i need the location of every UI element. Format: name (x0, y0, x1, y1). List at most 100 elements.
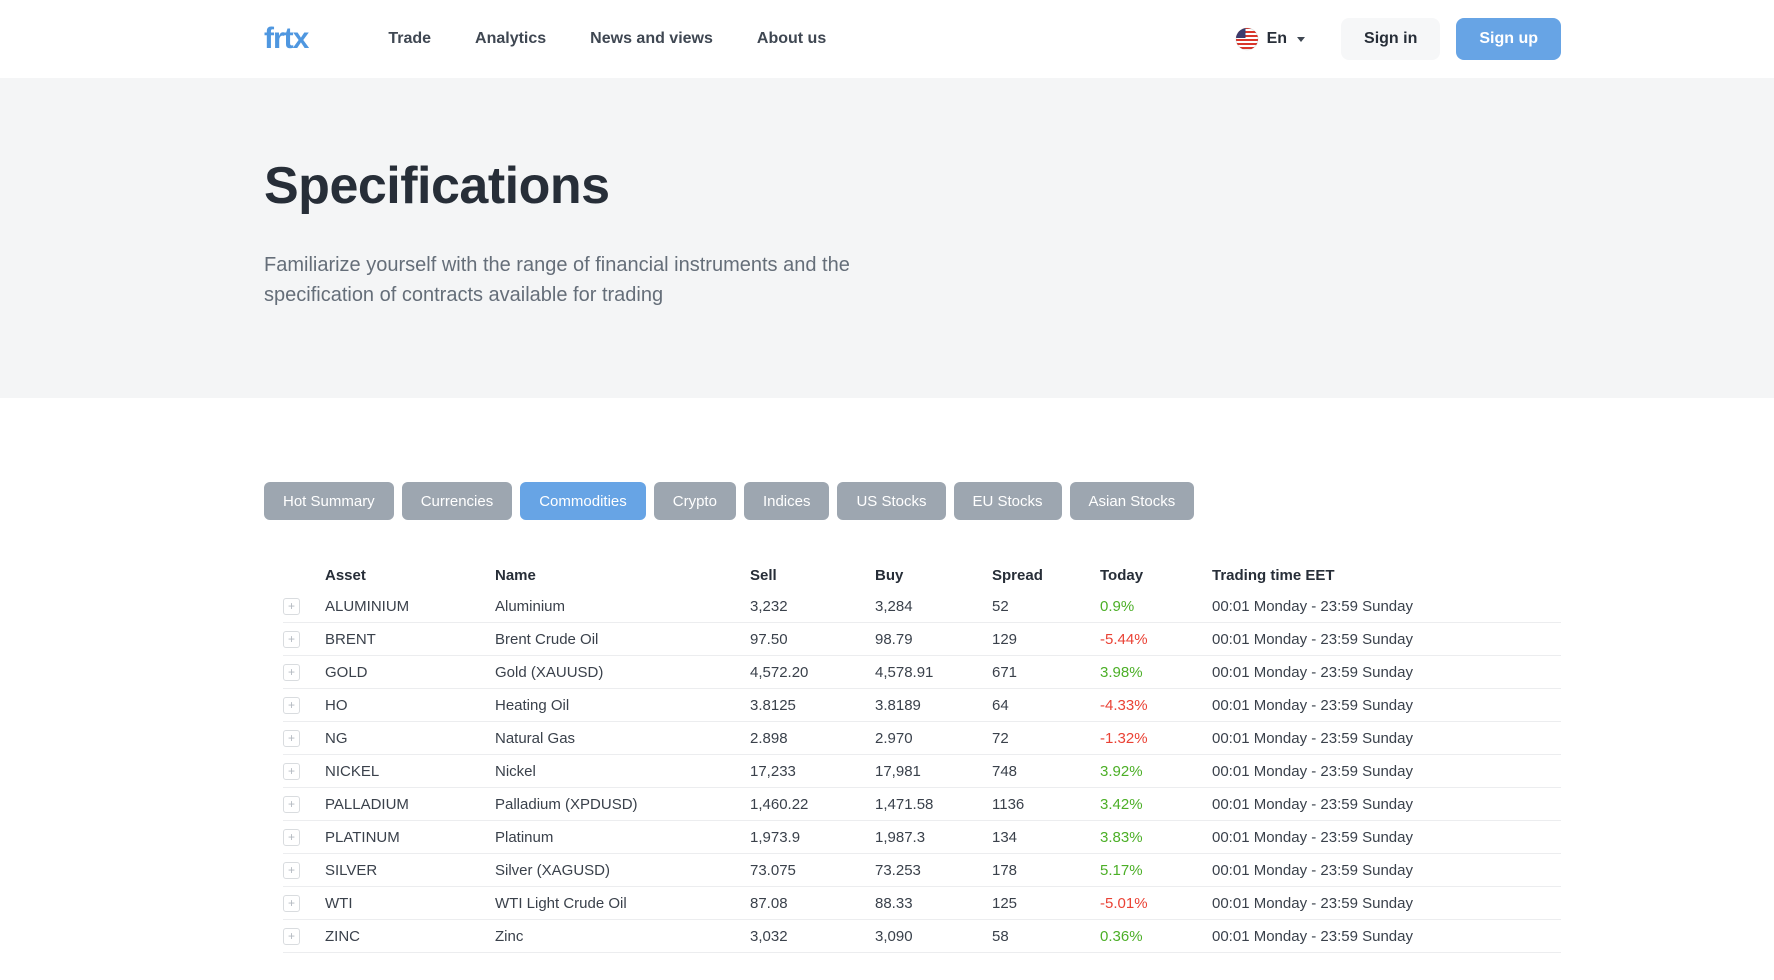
nav-item-analytics[interactable]: Analytics (475, 30, 547, 47)
sell-value: 17,233 (750, 762, 796, 780)
today-value: 3.83% (1100, 828, 1143, 846)
column-header-spread: Spread (992, 566, 1043, 584)
asset-name: Gold (XAUUSD) (495, 663, 604, 681)
expand-row-button[interactable]: + (283, 630, 300, 648)
asset-symbol: ZINC (325, 927, 360, 945)
spread-value: 52 (992, 597, 1009, 615)
expand-row-button[interactable]: + (283, 795, 300, 813)
trading-time: 00:01 Monday - 23:59 Sunday (1212, 861, 1413, 879)
asset-symbol: NICKEL (325, 762, 380, 780)
tab-hot-summary[interactable]: Hot Summary (264, 482, 394, 520)
asset-symbol: PLATINUM (325, 828, 400, 846)
spread-value: 125 (992, 894, 1018, 912)
sell-value: 87.08 (750, 894, 788, 912)
buy-value: 3,090 (875, 927, 913, 945)
plus-icon: + (287, 830, 295, 844)
column-header-name: Name (495, 566, 536, 584)
column-header-today: Today (1100, 566, 1144, 584)
column-header-asset: Asset (325, 566, 366, 584)
expand-row-button[interactable]: + (283, 729, 300, 747)
asset-name: Platinum (495, 828, 554, 846)
tab-us-stocks[interactable]: US Stocks (837, 482, 946, 520)
tab-crypto[interactable]: Crypto (653, 482, 736, 520)
brand-logo[interactable]: frtx (264, 22, 309, 55)
table-row: + NG Natural Gas 2.898 2.970 72 -1.32% 0… (283, 722, 1561, 755)
trading-time: 00:01 Monday - 23:59 Sunday (1212, 729, 1413, 747)
spread-value: 64 (992, 696, 1009, 714)
asset-name: Brent Crude Oil (495, 630, 599, 648)
spread-value: 1136 (992, 795, 1025, 813)
plus-icon: + (287, 764, 295, 778)
buy-value: 88.33 (875, 894, 913, 912)
us-flag-icon (1235, 27, 1259, 51)
expand-row-button[interactable]: + (283, 696, 300, 714)
expand-row-button[interactable]: + (283, 828, 300, 846)
nav-item-about-us[interactable]: About us (756, 30, 827, 47)
tab-asian-stocks[interactable]: Asian Stocks (1069, 482, 1195, 520)
asset-name: Natural Gas (495, 729, 576, 747)
today-value: 3.42% (1100, 795, 1143, 813)
table-row: + ZINC Zinc 3,032 3,090 58 0.36% 00:01 M… (283, 920, 1561, 953)
table-row: + HO Heating Oil 3.8125 3.8189 64 -4.33%… (283, 689, 1561, 722)
buy-value: 1,471.58 (875, 795, 934, 813)
trading-time: 00:01 Monday - 23:59 Sunday (1212, 828, 1413, 846)
table-row: + GOLD Gold (XAUUSD) 4,572.20 4,578.91 6… (283, 656, 1561, 689)
spread-value: 178 (992, 861, 1018, 879)
asset-symbol: NG (325, 729, 348, 747)
expand-row-button[interactable]: + (283, 762, 300, 780)
asset-symbol: PALLADIUM (325, 795, 409, 813)
expand-row-button[interactable]: + (283, 894, 300, 912)
asset-symbol: HO (325, 696, 348, 714)
tab-currencies[interactable]: Currencies (401, 482, 513, 520)
table-row: + PLATINUM Platinum 1,973.9 1,987.3 134 … (283, 821, 1561, 854)
top-header: frtx Trade Analytics News and views Abou… (0, 0, 1774, 78)
asset-name: Palladium (XPDUSD) (495, 795, 638, 813)
spread-value: 58 (992, 927, 1009, 945)
chevron-down-icon (1297, 36, 1306, 42)
tab-commodities[interactable]: Commodities (520, 482, 646, 520)
asset-name: Heating Oil (495, 696, 570, 714)
today-value: -1.32% (1100, 729, 1148, 747)
today-value: 0.36% (1100, 927, 1143, 945)
asset-symbol: ALUMINIUM (325, 597, 410, 615)
sign-in-button[interactable]: Sign in (1341, 18, 1441, 60)
expand-row-button[interactable]: + (283, 861, 300, 879)
sell-value: 73.075 (750, 861, 796, 879)
spread-value: 134 (992, 828, 1018, 846)
expand-row-button[interactable]: + (283, 597, 300, 615)
asset-symbol: SILVER (325, 861, 378, 879)
sell-value: 3.8125 (750, 696, 796, 714)
nav-item-news-and-views[interactable]: News and views (590, 30, 713, 47)
today-value: -5.44% (1100, 630, 1148, 648)
expand-row-button[interactable]: + (283, 927, 300, 945)
today-value: 3.92% (1100, 762, 1143, 780)
buy-value: 3.8189 (875, 696, 921, 714)
sell-value: 3,232 (750, 597, 788, 615)
trading-time: 00:01 Monday - 23:59 Sunday (1212, 597, 1413, 615)
asset-name: Nickel (495, 762, 536, 780)
specifications-table: Asset Name Sell Buy Spread Today Trading… (283, 560, 1561, 953)
trading-time: 00:01 Monday - 23:59 Sunday (1212, 762, 1413, 780)
column-header-sell: Sell (750, 566, 777, 584)
tab-eu-stocks[interactable]: EU Stocks (953, 482, 1062, 520)
sign-up-button[interactable]: Sign up (1456, 18, 1561, 60)
spread-value: 671 (992, 663, 1018, 681)
table-row: + PALLADIUM Palladium (XPDUSD) 1,460.22 … (283, 788, 1561, 821)
column-header-trading-time: Trading time EET (1212, 566, 1335, 584)
sell-value: 1,973.9 (750, 828, 801, 846)
plus-icon: + (287, 797, 295, 811)
buy-value: 3,284 (875, 597, 913, 615)
expand-row-button[interactable]: + (283, 663, 300, 681)
today-value: -5.01% (1100, 894, 1148, 912)
plus-icon: + (287, 665, 295, 679)
language-label: En (1266, 30, 1288, 47)
sell-value: 2.898 (750, 729, 788, 747)
table-header-row: Asset Name Sell Buy Spread Today Trading… (283, 560, 1561, 590)
language-selector[interactable]: En (1235, 27, 1306, 51)
nav-item-trade[interactable]: Trade (388, 30, 432, 47)
table-row: + ALUMINIUM Aluminium 3,232 3,284 52 0.9… (283, 590, 1561, 623)
plus-icon: + (287, 698, 295, 712)
tab-indices[interactable]: Indices (743, 482, 830, 520)
asset-name: Silver (XAGUSD) (495, 861, 611, 879)
hero-section: Specifications Familiarize yourself with… (0, 78, 1774, 398)
